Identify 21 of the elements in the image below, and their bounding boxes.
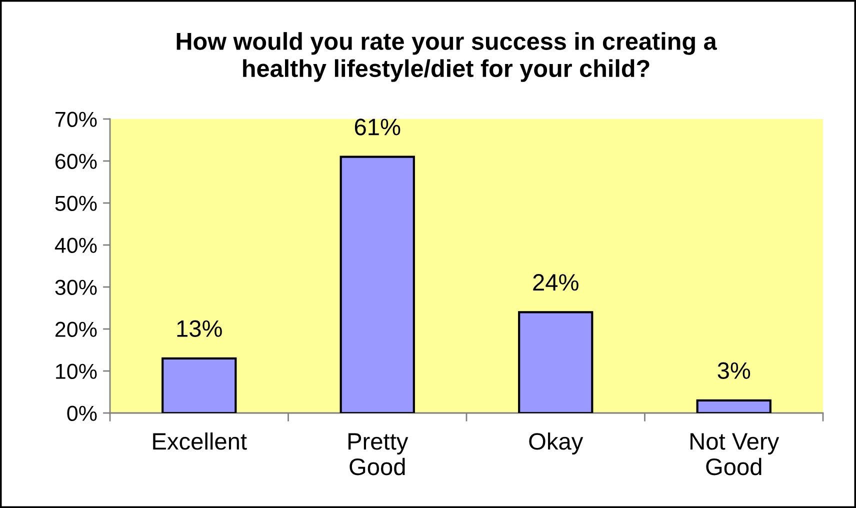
y-tick-label: 0% [67, 406, 97, 422]
x-tick-label: Okay [529, 432, 584, 454]
x-tick-label: Pretty Good [348, 433, 408, 476]
data-label: 13% [177, 320, 222, 337]
data-label: 61% [354, 118, 400, 136]
y-tick-label: 20% [55, 322, 97, 338]
data-label: 24% [533, 274, 578, 291]
bar [696, 399, 772, 413]
y-tick-label: 70% [56, 112, 97, 128]
bar [340, 156, 415, 413]
y-tick-label: 60% [56, 154, 97, 170]
data-label: 3% [718, 362, 750, 379]
y-tick-label: 40% [54, 238, 97, 254]
x-tick-label: Excellent [153, 432, 247, 450]
y-tick-label: 50% [55, 196, 97, 212]
x-tick-label: Not Very Good [690, 433, 780, 476]
y-tick-label: 30% [55, 280, 97, 296]
chart-title: How would you rate your success in creating a healthy lifestyle/diet for your child? [176, 32, 717, 82]
y-tick-label: 10% [56, 364, 97, 380]
bar [518, 311, 594, 413]
bar [162, 357, 237, 413]
